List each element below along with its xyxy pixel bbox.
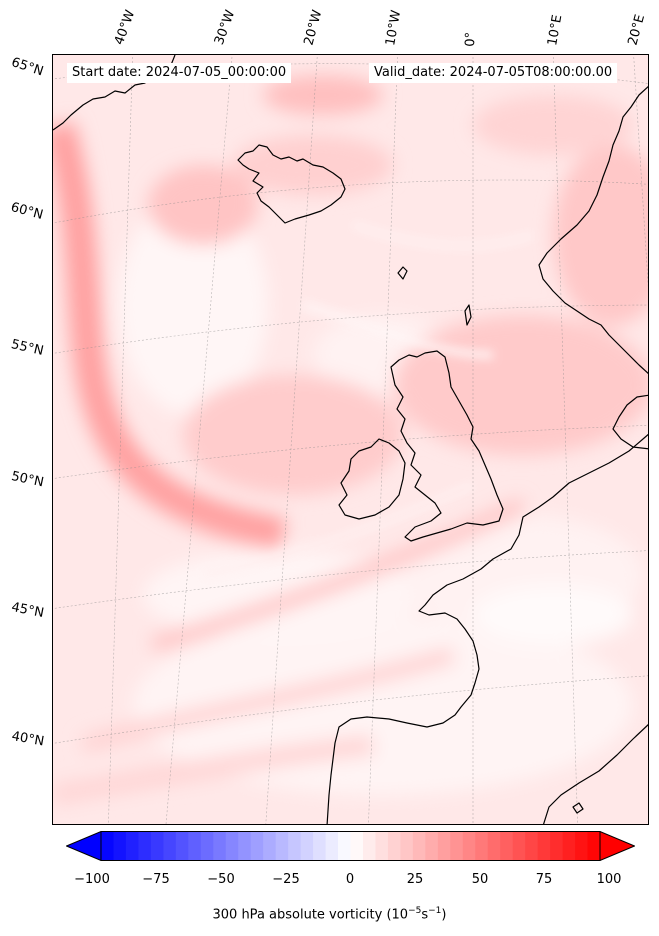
map-panel: Start date: 2024-07-05_00:00:00 Valid_da… [52, 54, 649, 825]
lon-label-30w: 30°W [211, 8, 239, 47]
colorbar-band [387, 831, 401, 861]
colorbar-band [475, 831, 489, 861]
colorbar-tick: −50 [207, 872, 235, 887]
colorbar-band [325, 831, 339, 861]
lon-label-20w: 20°W [301, 8, 326, 47]
colorbar-band [213, 831, 227, 861]
lat-label-50n: 50°N [9, 469, 46, 491]
colorbar-band [400, 831, 414, 861]
lat-label-45n: 45°N [10, 600, 46, 621]
coastlines [53, 55, 648, 824]
graticule [53, 55, 648, 824]
colorbar-band [500, 831, 514, 861]
great-britain-coast [390, 350, 504, 542]
colorbar-band [300, 831, 314, 861]
colorbar-band [101, 831, 114, 861]
colorbar-tick: 75 [535, 872, 553, 887]
colorbar-band [462, 831, 476, 861]
colorbar-band [512, 831, 526, 861]
colorbar-outline [100, 831, 601, 861]
colorbar-band [125, 831, 139, 861]
colorbar-tick: −100 [74, 872, 110, 887]
colorbar-band [487, 831, 501, 861]
colorbar-band [338, 831, 351, 861]
colorbar-tick: −25 [272, 872, 300, 887]
lat-label-40n: 40°N [10, 729, 46, 750]
colorbar-band [362, 831, 376, 861]
colorbar-band [550, 831, 563, 861]
lon-label-0: 0° [463, 31, 479, 47]
denmark-coast [612, 394, 648, 450]
colorbar-band [562, 831, 576, 861]
colorbar-tick: −75 [142, 872, 170, 887]
colorbar-band [163, 831, 177, 861]
colorbar-band [375, 831, 389, 861]
colorbar-tick: 50 [471, 872, 489, 887]
colorbar-bands [101, 831, 601, 861]
colorbar-band [587, 831, 601, 861]
vorticity-field [53, 75, 648, 805]
colorbar-band [150, 831, 164, 861]
ireland-coast [338, 438, 406, 520]
colorbar-band [425, 831, 439, 861]
lon-label-20e: 20°E [625, 12, 649, 48]
colorbar-band [288, 831, 302, 861]
colorbar-band [175, 831, 189, 861]
lon-label-10w: 10°W [383, 9, 405, 48]
lat-label-60n: 60°N [9, 200, 45, 223]
colorbar-band [437, 831, 451, 861]
colorbar-band [537, 831, 551, 861]
iceland-coast [237, 144, 346, 224]
colorbar-min-extension [66, 831, 102, 861]
colorbar-band [225, 831, 239, 861]
colorbar-tick: 0 [345, 872, 355, 887]
colorbar-band [412, 831, 426, 861]
colorbar-max-extension [599, 831, 635, 861]
colorbar-band [200, 831, 214, 861]
colorbar-band [138, 831, 152, 861]
colorbar-band [188, 831, 202, 861]
colorbar-band [263, 831, 277, 861]
lon-label-40w: 40°W [111, 8, 139, 47]
colorbar-tick: 100 [596, 872, 622, 887]
colorbar-band [350, 831, 364, 861]
colorbar-tick: 25 [406, 872, 424, 887]
colorbar-band [575, 831, 588, 861]
continent-coast [326, 433, 648, 824]
colorbar-band [450, 831, 464, 861]
lat-label-65n: 65°N [9, 55, 46, 80]
start-date-label: Start date: 2024-07-05_00:00:00 [67, 63, 292, 83]
colorbar-band [275, 831, 289, 861]
colorbar-band [250, 831, 264, 861]
colorbar-label: 300 hPa absolute vorticity (10−5s−1) [212, 906, 447, 923]
colorbar-band [525, 831, 539, 861]
colorbar [66, 831, 635, 861]
valid-date-label: Valid_date: 2024-07-05T08:00:00.00 [369, 63, 618, 83]
colorbar-band [238, 831, 252, 861]
colorbar-band [313, 831, 326, 861]
vorticity-map [53, 55, 648, 824]
colorbar-band [113, 831, 127, 861]
lat-label-55n: 55°N [9, 337, 45, 359]
lon-label-10e: 10°E [545, 13, 566, 47]
norway-coast [538, 86, 648, 374]
